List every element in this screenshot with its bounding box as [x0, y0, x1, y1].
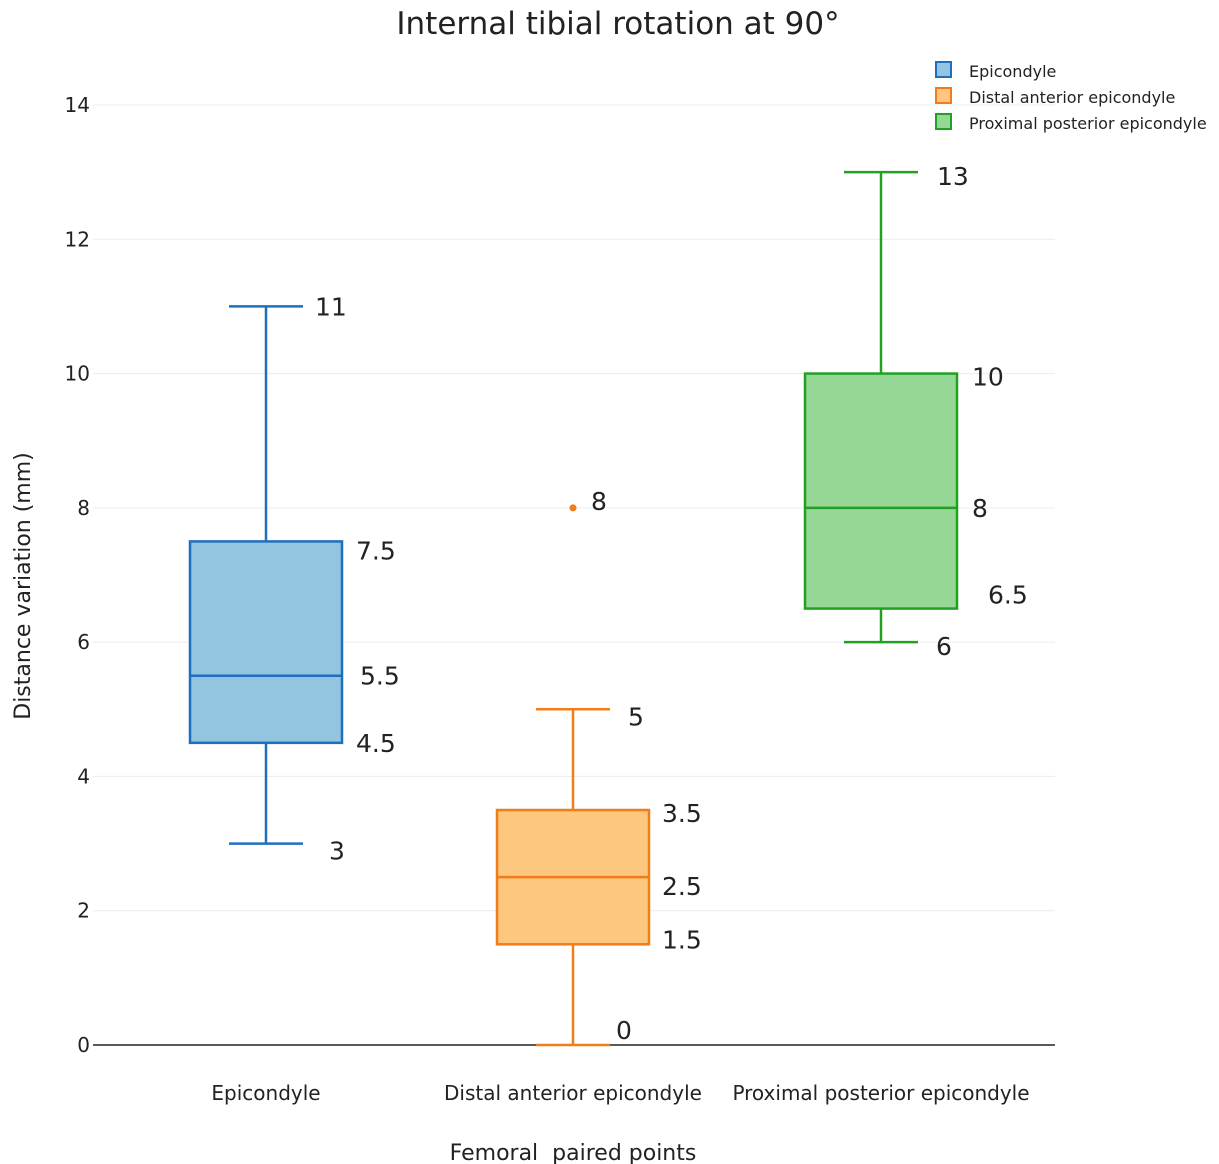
x-tick-label: Proximal posterior epicondyle: [732, 1081, 1029, 1105]
min-value-label: 6: [936, 632, 952, 661]
legend-swatch: [935, 113, 952, 130]
q1-value-label: 6.5: [988, 581, 1028, 610]
y-tick-label: 4: [77, 764, 90, 788]
y-tick-label: 10: [65, 362, 90, 386]
y-tick-label: 14: [65, 93, 90, 117]
x-axis-tick-labels: Epicondyle Distal anterior epicondyle Prox…: [211, 1081, 1029, 1105]
y-axis-ticks: 0 2 4 6 8 10 12 14: [65, 93, 90, 1057]
box-epicondyle: 11 7.5 5.5 4.5 3: [188, 292, 400, 866]
max-value-label: 11: [315, 292, 347, 321]
chart-title: Internal tibial rotation at 90°: [396, 6, 839, 42]
iqr-box: [188, 540, 344, 745]
y-tick-label: 12: [65, 227, 90, 251]
x-tick-label: Epicondyle: [211, 1081, 320, 1105]
y-tick-label: 6: [77, 630, 90, 654]
q3-value-label: 10: [972, 363, 1004, 392]
max-value-label: 13: [937, 162, 969, 191]
x-axis-label: Femoral paired points: [450, 1141, 697, 1164]
outlier-point: [569, 504, 577, 512]
legend: Epicondyle Distal anterior epicondyle Prox…: [935, 61, 1207, 133]
legend-label: Proximal posterior epicondyle: [969, 114, 1207, 133]
y-axis-label: Distance variation (mm): [11, 452, 36, 720]
q1-value-label: 1.5: [662, 925, 702, 954]
q3-value-label: 7.5: [356, 536, 396, 565]
legend-swatch: [935, 61, 952, 78]
iqr-box: [803, 372, 959, 610]
min-value-label: 0: [616, 1016, 632, 1045]
legend-label: Distal anterior epicondyle: [969, 88, 1175, 107]
min-value-label: 3: [329, 837, 345, 866]
box-distal-anterior-epicondyle: 5 3.5 2.5 1.5 0 8: [495, 487, 702, 1047]
median-value-label: 5.5: [360, 662, 400, 691]
legend-swatch: [935, 87, 952, 104]
y-tick-label: 8: [77, 496, 90, 520]
median-value-label: 2.5: [662, 872, 702, 901]
q1-value-label: 4.5: [356, 729, 396, 758]
q3-value-label: 3.5: [662, 799, 702, 828]
y-tick-label: 2: [77, 899, 90, 923]
max-value-label: 5: [628, 702, 644, 731]
y-tick-label: 0: [77, 1033, 90, 1057]
outlier-value-label: 8: [591, 487, 607, 516]
boxes: 11 7.5 5.5 4.5 3 5 3.5 2.5 1.5 0 8 13 10 8 6.5 6: [188, 162, 1028, 1047]
median-value-label: 8: [972, 494, 988, 523]
legend-label: Epicondyle: [969, 62, 1056, 81]
box-proximal-posterior-epicondyle: 13 10 8 6.5 6: [803, 162, 1028, 661]
x-tick-label: Distal anterior epicondyle: [444, 1081, 702, 1105]
